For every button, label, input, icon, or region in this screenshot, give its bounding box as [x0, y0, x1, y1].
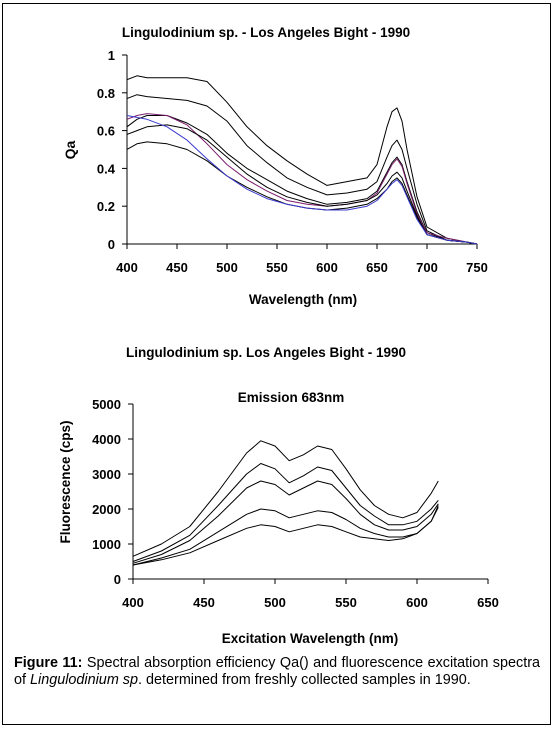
- chart1-x-axis-label: Wavelength (nm): [249, 292, 357, 307]
- chart1-y-tick-label: 1: [108, 48, 115, 63]
- chart2-y-tick-label: 2000: [92, 502, 121, 517]
- chart2-y-tick-label: 5000: [92, 397, 121, 412]
- chart1-x-tick-label: 650: [366, 260, 388, 275]
- chart2-series-2-line: [132, 463, 439, 562]
- chart1-x-tick-label: 700: [416, 260, 438, 275]
- chart1-series-6-line: [126, 141, 478, 245]
- chart2-y-tick-label: 1000: [92, 537, 121, 552]
- chart2-x-tick-label: 400: [122, 595, 144, 610]
- chart1-y-tick-label: 0.2: [97, 199, 115, 214]
- chart2-title: Lingulodinium sp. Los Angeles Bight - 19…: [126, 345, 406, 360]
- chart2-y-tick-label: 3000: [92, 467, 121, 482]
- chart2-subtitle: Emission 683nm: [238, 390, 345, 405]
- chart2-x-axis-label: Excitation Wavelength (nm): [222, 631, 399, 646]
- chart1-x-tick-label: 400: [116, 260, 138, 275]
- chart1-series-3-line: [126, 115, 478, 245]
- chart2-y-tick-label: 4000: [92, 432, 121, 447]
- absorption-chart: Lingulodinium sp. - Los Angeles Bight - …: [62, 25, 488, 307]
- caption-species: Lingulodinium sp: [30, 672, 139, 688]
- chart1-y-tick-label: 0.8: [97, 86, 115, 101]
- chart1-series-5-line: [126, 124, 478, 245]
- chart2-series-1-line: [132, 440, 439, 557]
- chart2-x-tick-label: 450: [193, 595, 215, 610]
- chart1-y-tick-label: 0.6: [97, 124, 115, 139]
- caption-text-after: . determined from freshly collected samp…: [138, 672, 471, 688]
- chart1-series-7-line: [126, 115, 478, 245]
- figure-frame: [2, 3, 551, 725]
- chart1-x-tick-label: 450: [166, 260, 188, 275]
- chart1-y-axis-label: Qa: [62, 140, 78, 159]
- chart1-x-tick-label: 550: [266, 260, 288, 275]
- chart1-series-2-line: [126, 94, 478, 245]
- chart2-series-5-line: [132, 505, 439, 566]
- chart2-series-3-line: [132, 480, 439, 564]
- chart1-y-tick-label: 0: [108, 237, 115, 252]
- figure-caption: Figure 11: Spectral absorption efficienc…: [14, 655, 540, 689]
- chart2-x-tick-label: 650: [477, 595, 499, 610]
- chart1-y-tick-label: 0.4: [97, 161, 116, 176]
- caption-text-before: Spectral absorption efficiency Qa() and …: [14, 655, 540, 688]
- chart1-x-tick-label: 500: [216, 260, 238, 275]
- chart2-x-tick-label: 600: [406, 595, 428, 610]
- chart1-title: Lingulodinium sp. - Los Angeles Bight - …: [122, 25, 410, 40]
- chart2-x-tick-label: 500: [264, 595, 286, 610]
- chart1-x-tick-label: 750: [466, 260, 488, 275]
- fluorescence-chart: Lingulodinium sp. Los Angeles Bight - 19…: [58, 345, 499, 646]
- chart2-y-tick-label: 0: [114, 572, 121, 587]
- chart2-x-tick-label: 550: [335, 595, 357, 610]
- chart2-y-axis-label: Fluorescence (cps): [58, 420, 73, 543]
- caption-label: Figure 11:: [14, 655, 83, 671]
- chart1-series-1-line: [126, 75, 478, 245]
- chart1-x-tick-label: 600: [316, 260, 338, 275]
- chart2-series-4-line: [132, 507, 439, 566]
